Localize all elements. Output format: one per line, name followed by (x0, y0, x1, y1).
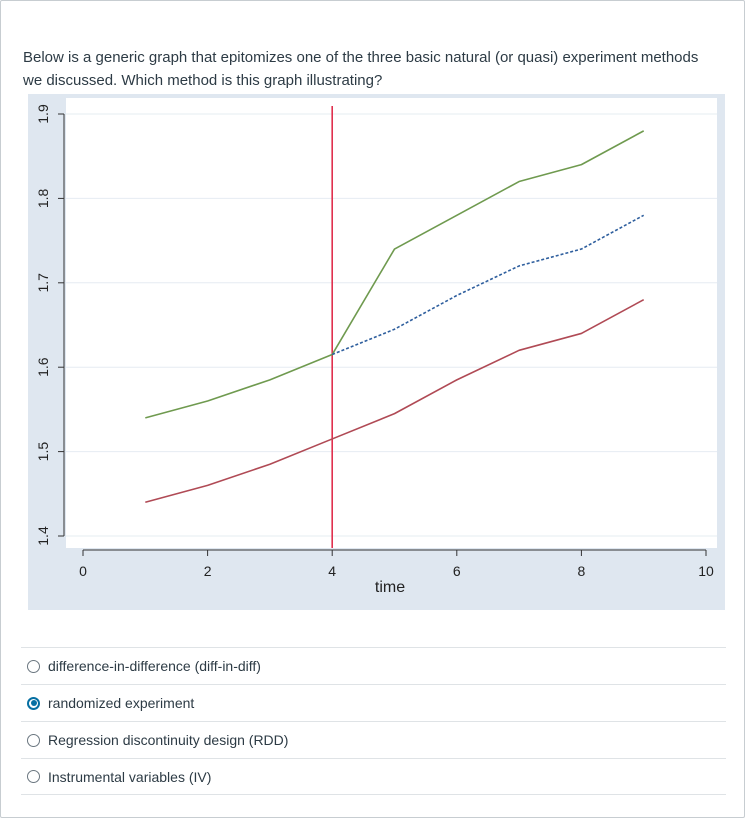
x-tick-label: 0 (79, 563, 87, 579)
x-tick-label: 10 (698, 563, 714, 579)
radio-button[interactable] (27, 770, 40, 783)
y-tick-label: 1.9 (35, 104, 51, 124)
series-line (145, 298, 645, 504)
y-tick-label: 1.6 (35, 357, 51, 377)
radio-button[interactable] (27, 696, 40, 710)
radio-button[interactable] (27, 659, 40, 673)
answer-option[interactable]: randomized experiment (21, 684, 726, 721)
line-chart: 1.4 1.5 1.6 1.7 1.8 1.9 0 2 4 6 8 10 time (35, 98, 717, 596)
y-tick-label: 1.4 (35, 526, 51, 546)
series-line (145, 130, 645, 419)
y-tick-label: 1.8 (35, 188, 51, 208)
answer-option[interactable]: Regression discontinuity design (RDD) (21, 721, 726, 758)
question-text: Below is a generic graph that epitomizes… (23, 49, 699, 89)
radio-button[interactable] (27, 733, 40, 747)
answer-list: difference-in-difference (diff-in-diff) … (21, 647, 726, 795)
x-tick-label: 4 (328, 563, 336, 579)
x-tick-label: 8 (578, 563, 586, 579)
series-line-dashed (331, 214, 645, 356)
answer-option[interactable]: difference-in-difference (diff-in-diff) (21, 647, 726, 684)
answer-label: randomized experiment (48, 695, 195, 711)
answer-label: Regression discontinuity design (RDD) (48, 732, 289, 748)
x-axis-label: time (375, 579, 405, 596)
chart-panel: 1.4 1.5 1.6 1.7 1.8 1.9 0 2 4 6 8 10 time (28, 94, 725, 610)
answer-option[interactable]: Instrumental variables (IV) (21, 758, 726, 795)
y-tick-label: 1.7 (35, 273, 51, 293)
plot-area (66, 98, 717, 548)
answer-label: Instrumental variables (IV) (48, 768, 212, 785)
answer-label: difference-in-difference (diff-in-diff) (48, 658, 261, 674)
x-tick-label: 2 (204, 563, 212, 579)
y-tick-label: 1.5 (35, 442, 51, 462)
x-tick-label: 6 (453, 563, 461, 579)
